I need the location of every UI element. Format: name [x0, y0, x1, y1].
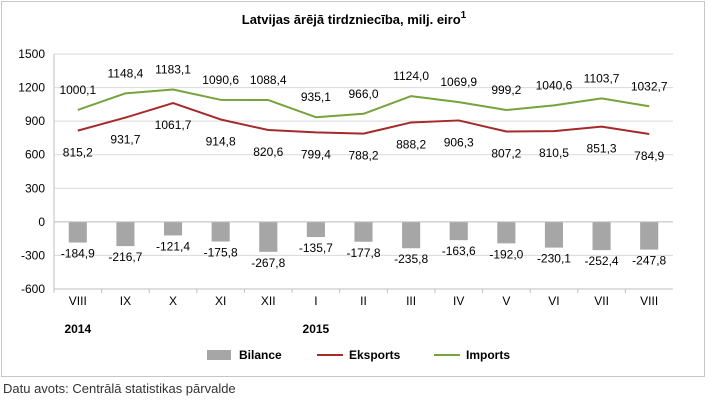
bilance-value-label: -175,8 — [204, 246, 238, 260]
year-label: 2015 — [303, 322, 330, 336]
bilance-bar — [68, 221, 87, 243]
source-note: Datu avots: Centrālā statistikas pārvald… — [3, 381, 236, 396]
imports-value-label: 1088,4 — [250, 73, 287, 87]
eksports-value-label: 914,8 — [206, 134, 236, 148]
bilance-bar — [497, 221, 516, 244]
bilance-value-label: -135,7 — [299, 241, 333, 255]
bilance-value-label: -230,1 — [537, 252, 571, 266]
bilance-value-label: -192,0 — [489, 247, 523, 261]
y-tick-label: 300 — [25, 181, 45, 195]
chart-container: Latvijas ārējā tirdzniecība, milj. eiro1… — [1, 1, 705, 377]
imports-value-label: 1040,6 — [536, 78, 573, 92]
eksports-value-label: 788,2 — [348, 149, 378, 163]
bilance-value-label: -252,4 — [585, 254, 619, 268]
bilance-bar — [592, 221, 611, 251]
legend-label-bilance: Bilance — [239, 348, 282, 362]
bilance-value-label: -216,7 — [108, 250, 142, 264]
eksports-value-label: 810,5 — [539, 146, 569, 160]
y-tick-label: 900 — [25, 114, 45, 128]
bilance-value-label: -121,4 — [156, 239, 190, 253]
x-tick-label: VIII — [640, 294, 658, 308]
bilance-bars — [68, 221, 659, 252]
eksports-value-label: 888,2 — [396, 137, 426, 151]
imports-value-label: 1069,9 — [440, 75, 477, 89]
imports-value-label: 1103,7 — [584, 71, 620, 85]
x-tick-label: XI — [215, 294, 226, 308]
imports-value-label: 1090,6 — [202, 73, 239, 87]
legend: Bilance Eksports Imports — [207, 348, 510, 362]
trade-chart: Latvijas ārējā tirdzniecība, milj. eiro1… — [18, 10, 673, 362]
imports-value-label: 1148,4 — [108, 66, 144, 80]
bilance-bar — [354, 221, 373, 242]
imports-value-label: 935,1 — [301, 90, 331, 104]
x-tick-label: IV — [453, 294, 464, 308]
bilance-bar — [544, 221, 564, 248]
imports-value-label: 1032,7 — [631, 79, 668, 93]
y-tick-label: 1200 — [18, 81, 45, 95]
y-tick-label: -600 — [21, 282, 45, 296]
x-tick-label: VI — [548, 294, 559, 308]
eksports-value-label: 807,2 — [491, 147, 521, 161]
y-tick-label: 1500 — [18, 47, 45, 61]
bilance-bar — [163, 221, 183, 236]
bilance-value-label: -177,8 — [346, 246, 380, 260]
bilance-value-label: -247,8 — [632, 254, 666, 268]
title-superscript: 1 — [461, 10, 467, 21]
eksports-value-label: 820,6 — [253, 145, 283, 159]
bilance-value-label: -184,9 — [61, 247, 95, 261]
legend-label-eksports: Eksports — [349, 348, 401, 362]
y-tick-label: -300 — [21, 248, 45, 262]
x-tick-label: VII — [594, 294, 609, 308]
y-tick-label: 600 — [25, 148, 45, 162]
line-series — [77, 88, 650, 136]
eksports-value-label: 815,2 — [63, 146, 93, 160]
x-tick-label: IX — [120, 294, 131, 308]
imports-value-label: 966,0 — [348, 87, 378, 101]
x-tick-label: X — [169, 294, 177, 308]
chart-title: Latvijas ārējā tirdzniecība, milj. eiro1 — [242, 10, 467, 27]
year-label: 2014 — [64, 322, 91, 336]
x-tick-label: VIII — [69, 294, 87, 308]
legend-label-imports: Imports — [466, 348, 510, 362]
imports-value-label: 1124,0 — [393, 69, 429, 83]
eksports-value-label: 799,4 — [301, 147, 331, 161]
data-labels: -184,9 -216,7 -121,4 -175,8 -267,8 -135,7 -177… — [59, 62, 667, 269]
imports-value-label: 1183,1 — [155, 62, 191, 76]
bilance-value-label: -163,6 — [442, 244, 476, 258]
x-tick-label: III — [406, 294, 416, 308]
eksports-value-label: 906,3 — [444, 135, 474, 149]
bilance-bar — [211, 221, 230, 242]
eksports-value-label: 784,9 — [634, 149, 664, 163]
eksports-value-label: 851,3 — [587, 142, 617, 156]
bilance-bar — [259, 221, 278, 252]
bilance-bar — [116, 221, 135, 247]
bilance-bar — [306, 221, 325, 238]
bilance-bar — [640, 221, 659, 250]
bilance-value-label: -235,8 — [394, 252, 428, 266]
bilance-value-label: -267,8 — [251, 256, 285, 270]
x-tick-label: XII — [261, 294, 276, 308]
eksports-value-label: 931,7 — [110, 133, 140, 147]
x-tick-label: II — [360, 294, 367, 308]
eksports-value-label: 1061,7 — [155, 118, 192, 132]
imports-value-label: 999,2 — [491, 83, 521, 97]
x-tick-label: I — [314, 294, 317, 308]
y-tick-label: 0 — [38, 215, 45, 229]
bilance-bar — [402, 221, 421, 249]
x-tick-label: V — [502, 294, 510, 308]
legend-swatch-bilance — [207, 350, 231, 360]
imports-value-label: 1000,1 — [59, 83, 96, 97]
bilance-bar — [449, 221, 468, 241]
